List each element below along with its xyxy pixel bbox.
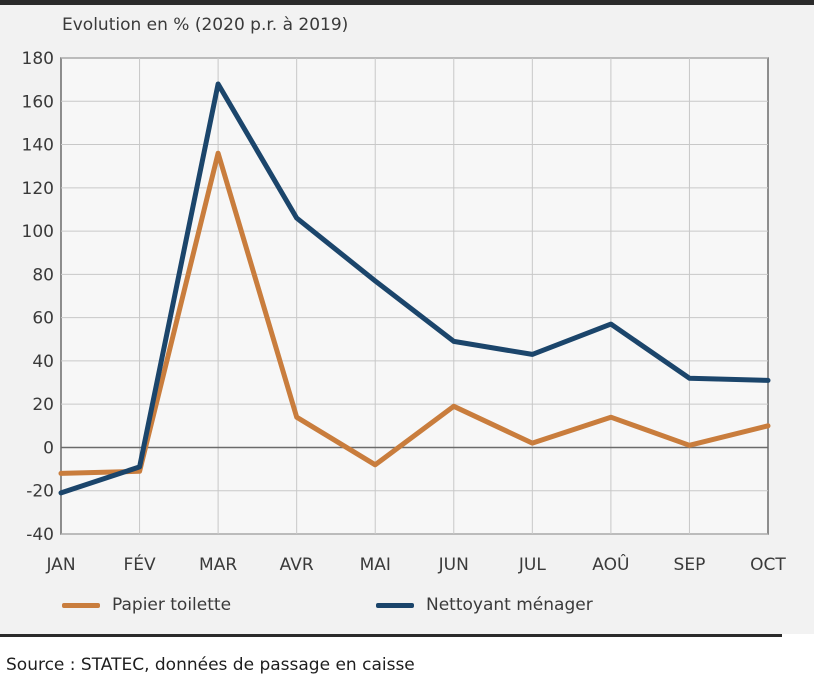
y-tick-label: 180: [22, 49, 54, 69]
x-tick-label: JAN: [45, 555, 75, 575]
y-axis-ticks: 180 160 140 120 100 80 60 40 20 0 -20 -40: [22, 49, 54, 545]
y-tick-label: 20: [32, 395, 54, 415]
y-tick-label: 0: [43, 438, 54, 458]
y-tick-label: 40: [32, 352, 54, 372]
series-line-1: [58, 81, 771, 496]
x-tick-label: JUL: [518, 555, 546, 575]
legend-swatch-nettoyant-menager: [376, 602, 414, 608]
y-tick-label: 60: [32, 309, 54, 329]
y-tick-label: 120: [22, 179, 54, 199]
x-tick-label: MAI: [360, 555, 391, 575]
y-tick-label: 100: [22, 222, 54, 242]
top-rule: [0, 0, 814, 5]
plot-area: [60, 57, 769, 535]
x-tick-label: SEP: [674, 555, 706, 575]
x-axis-ticks: JAN FÉV MAR AVR MAI JUN JUL AOÛ SEP OCT: [45, 553, 786, 575]
y-tick-label: 140: [22, 136, 54, 156]
chart-title: Evolution en % (2020 p.r. à 2019): [62, 15, 349, 35]
series-line-0: [58, 150, 771, 476]
y-tick-label: -20: [26, 482, 54, 502]
x-tick-label: OCT: [750, 555, 786, 575]
y-tick-label: -40: [26, 525, 54, 545]
y-tick-label: 80: [32, 265, 54, 285]
x-tick-label: AVR: [280, 555, 314, 575]
y-tick-label: 160: [22, 92, 54, 112]
grid-lines: [60, 57, 769, 535]
x-tick-label: FÉV: [123, 553, 156, 575]
x-tick-label: JUN: [438, 555, 469, 575]
legend-label-papier-toilette: Papier toilette: [112, 595, 232, 615]
series-lines: [58, 81, 771, 496]
x-tick-label: MAR: [199, 555, 237, 575]
x-tick-label: AOÛ: [592, 553, 629, 575]
legend-label-nettoyant-menager: Nettoyant ménager: [426, 595, 593, 615]
legend-item-nettoyant-menager: Nettoyant ménager: [376, 595, 593, 615]
source-note: Source : STATEC, données de passage en c…: [6, 655, 415, 675]
legend-item-papier-toilette: Papier toilette: [62, 595, 231, 615]
bottom-rule: [0, 634, 782, 637]
legend-swatch-papier-toilette: [62, 602, 100, 608]
